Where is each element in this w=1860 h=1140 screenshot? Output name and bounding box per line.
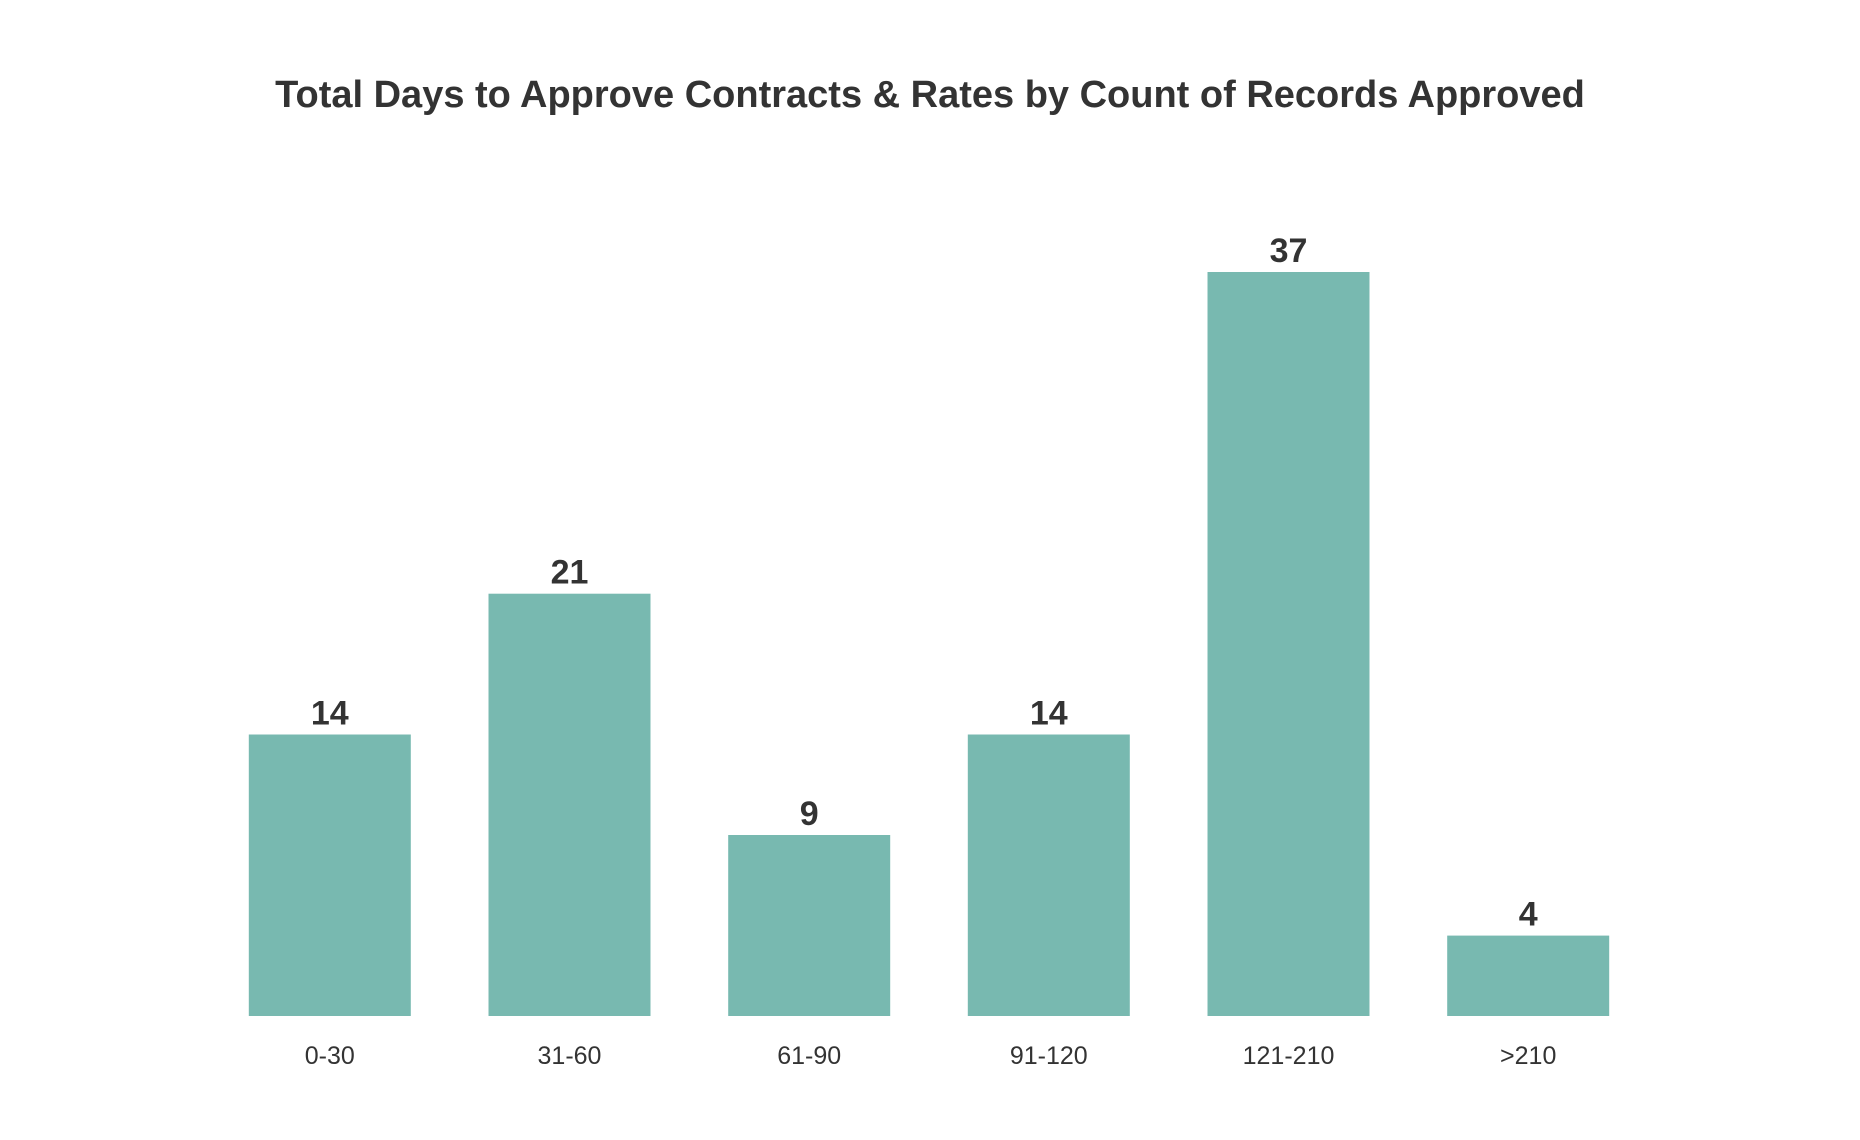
x-tick-label-1: 31-60 — [538, 1042, 602, 1070]
bar-1 — [488, 593, 651, 1016]
bar-0 — [248, 734, 411, 1016]
x-tick-label-2: 61-90 — [777, 1042, 841, 1070]
bar-5 — [1447, 935, 1610, 1016]
data-label-4: 37 — [1270, 232, 1308, 270]
chart-title: Total Days to Approve Contracts & Rates … — [275, 74, 1585, 116]
data-label-1: 21 — [551, 554, 589, 592]
bar-3 — [967, 734, 1130, 1016]
data-label-0: 14 — [311, 695, 349, 733]
data-label-2: 9 — [800, 795, 819, 833]
x-tick-label-5: >210 — [1500, 1042, 1556, 1070]
data-label-5: 4 — [1519, 896, 1538, 934]
x-tick-label-4: 121-210 — [1243, 1042, 1335, 1070]
data-label-3: 14 — [1030, 695, 1068, 733]
bar-4 — [1207, 272, 1370, 1016]
x-tick-label-0: 0-30 — [305, 1042, 355, 1070]
x-tick-label-3: 91-120 — [1010, 1042, 1088, 1070]
bar-2 — [728, 835, 891, 1016]
